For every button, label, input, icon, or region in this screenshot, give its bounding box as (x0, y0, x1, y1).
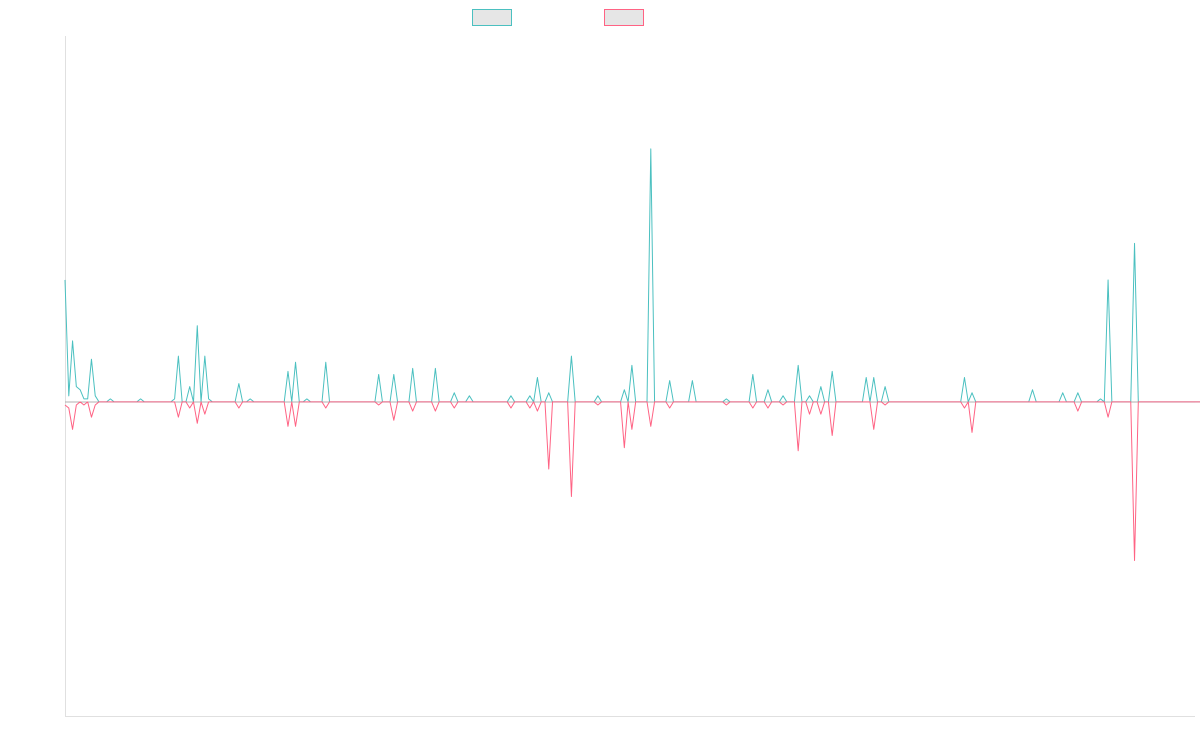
series-line-1 (64, 148, 1200, 403)
legend-swatch-1[interactable] (472, 9, 512, 26)
legend[interactable] (472, 9, 644, 26)
legend-swatch-2[interactable] (604, 9, 644, 26)
series-layer (64, 148, 1200, 561)
series-line-2 (64, 401, 1200, 561)
